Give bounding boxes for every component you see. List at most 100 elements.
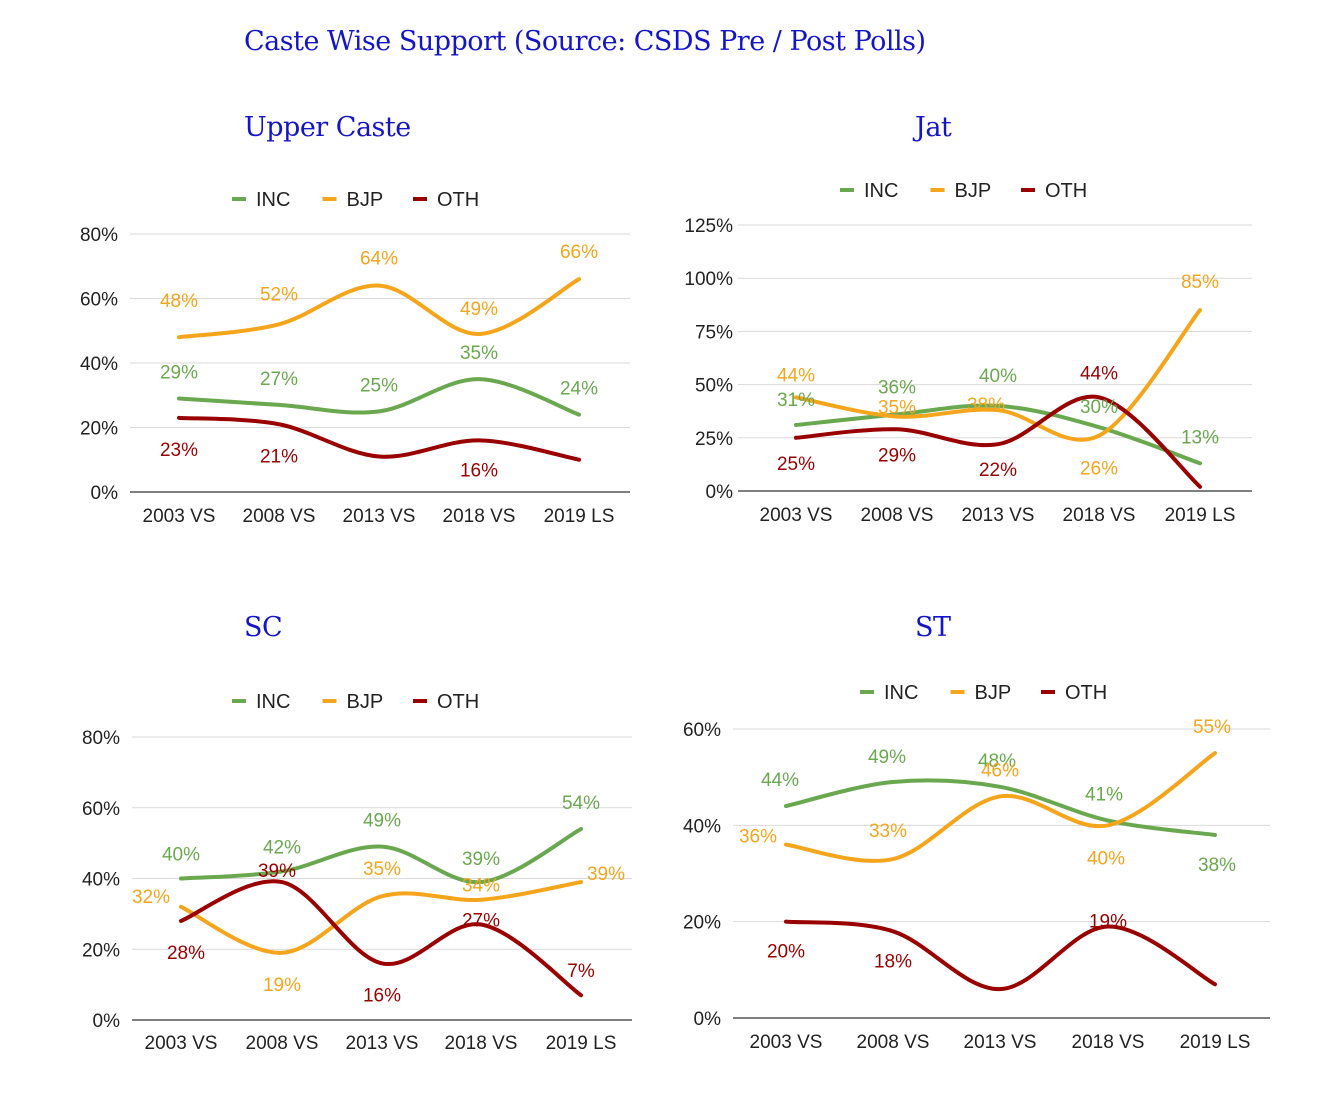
data-label-inc: 49% (868, 747, 906, 768)
data-label-inc: 40% (162, 845, 200, 866)
data-label-bjp: 55% (1193, 717, 1231, 738)
data-label-inc: 38% (1198, 855, 1236, 876)
data-label-inc: 30% (1080, 397, 1118, 418)
y-tick-label: 125% (684, 216, 733, 237)
data-label-inc: 40% (979, 366, 1017, 387)
data-label-bjp: 35% (363, 859, 401, 880)
x-tick-label: 2018 VS (445, 1033, 518, 1054)
series-line-oth (177, 415, 581, 462)
data-label-bjp: 26% (1080, 459, 1118, 480)
y-tick-label: 60% (80, 290, 118, 311)
data-label-inc: 25% (360, 375, 398, 396)
x-tick-label: 2008 VS (246, 1033, 319, 1054)
x-tick-label: 2018 VS (443, 506, 516, 527)
legend-label-oth: OTH (1065, 682, 1107, 704)
panel-title-jat: Jat (915, 112, 952, 143)
data-label-oth: 16% (460, 460, 498, 481)
data-label-inc: 27% (260, 369, 298, 390)
data-label-bjp: 66% (560, 242, 598, 263)
series-line-bjp (794, 308, 1202, 442)
data-label-bjp: 33% (869, 821, 907, 842)
data-label-oth: 22% (979, 460, 1017, 481)
chart-sc: 0% 20% 40% 60% 80% 2003 VS 2008 VS 2013 VS 2018 … (82, 691, 632, 1054)
x-tick-label: 2008 VS (243, 506, 316, 527)
legend-label-bjp: BJP (955, 180, 992, 202)
data-label-inc: 29% (160, 362, 198, 383)
x-tick-label: 2003 VS (143, 506, 216, 527)
data-label-inc: 24% (560, 379, 598, 400)
data-label-bjp: 46% (981, 760, 1019, 781)
data-label-bjp: 64% (360, 249, 398, 270)
data-label-bjp: 49% (460, 299, 498, 320)
data-label-bjp: 52% (260, 284, 298, 305)
data-label-oth: 29% (878, 445, 916, 466)
y-tick-label: 25% (695, 429, 733, 450)
x-tick-label: 2013 VS (343, 506, 416, 527)
y-tick-label: 0% (93, 1011, 121, 1032)
y-tick-label: 80% (82, 728, 120, 749)
x-tick-label: 2008 VS (861, 505, 934, 526)
y-tick-label: 40% (80, 354, 118, 375)
series-line-inc (794, 403, 1202, 466)
data-label-bjp: 19% (263, 975, 301, 996)
y-tick-label: 20% (80, 419, 118, 440)
y-tick-label: 50% (695, 376, 733, 397)
data-label-inc: 31% (777, 390, 815, 411)
data-label-bjp: 85% (1181, 272, 1219, 293)
data-label-inc: 36% (878, 377, 916, 398)
y-tick-label: 0% (91, 483, 119, 504)
y-tick-label: 60% (82, 799, 120, 820)
y-tick-label: 20% (683, 913, 721, 934)
series-line-oth (784, 919, 1217, 992)
legend-label-bjp: BJP (347, 189, 384, 211)
x-tick-label: 2013 VS (964, 1032, 1037, 1053)
data-label-bjp: 34% (462, 876, 500, 897)
y-tick-label: 40% (82, 870, 120, 891)
data-label-oth: 18% (874, 951, 912, 972)
data-label-oth: 16% (363, 985, 401, 1006)
x-tick-label: 2003 VS (145, 1033, 218, 1054)
chart-jat: 0% 25% 50% 75% 100% 125% 2003 VS 2008 VS 2013 VS… (684, 180, 1252, 526)
y-tick-label: 0% (694, 1009, 722, 1030)
x-tick-label: 2003 VS (760, 505, 833, 526)
legend-label-inc: INC (864, 180, 898, 202)
legend-label-oth: OTH (437, 189, 479, 211)
data-label-oth: 25% (777, 454, 815, 475)
data-label-inc: 13% (1181, 427, 1219, 448)
data-label-inc: 42% (263, 837, 301, 858)
x-tick-label: 2018 VS (1063, 505, 1136, 526)
data-label-oth: 27% (462, 910, 500, 931)
data-label-oth: 20% (767, 942, 805, 963)
data-label-inc: 35% (460, 343, 498, 364)
data-label-oth: 44% (1080, 363, 1118, 384)
panel-title-upper-caste: Upper Caste (244, 112, 411, 143)
x-tick-label: 2013 VS (962, 505, 1035, 526)
legend-label-inc: INC (256, 691, 290, 713)
data-label-oth: 7% (567, 961, 595, 982)
chart-upper-caste: 0% 20% 40% 60% 80% 2003 VS 2008 VS 2013 VS 2018 … (80, 189, 630, 527)
legend: INC BJP OTH (840, 180, 1087, 202)
legend: INC BJP OTH (860, 682, 1107, 704)
main-title: Caste Wise Support (Source: CSDS Pre / P… (244, 26, 926, 57)
data-label-oth: 21% (260, 446, 298, 467)
series-line-bjp (784, 751, 1217, 863)
y-tick-label: 20% (82, 940, 120, 961)
legend-label-bjp: BJP (347, 691, 384, 713)
series-line-oth (179, 879, 583, 998)
series-line-oth (794, 394, 1202, 489)
legend-label-inc: INC (256, 189, 290, 211)
y-tick-label: 60% (683, 720, 721, 741)
data-label-inc: 49% (363, 811, 401, 832)
data-label-bjp: 36% (739, 827, 777, 848)
legend: INC BJP OTH (232, 189, 479, 211)
chart-st: 0% 20% 40% 60% 2003 VS 2008 VS 2013 VS 2018 VS 2… (683, 682, 1270, 1053)
x-tick-label: 2008 VS (857, 1032, 930, 1053)
legend-label-oth: OTH (437, 691, 479, 713)
series-line-inc (784, 778, 1217, 837)
data-label-oth: 39% (258, 861, 296, 882)
series-line-inc (179, 826, 583, 885)
data-label-bjp: 40% (1087, 848, 1125, 869)
series-line-bjp (177, 277, 581, 340)
data-label-inc: 39% (462, 849, 500, 870)
